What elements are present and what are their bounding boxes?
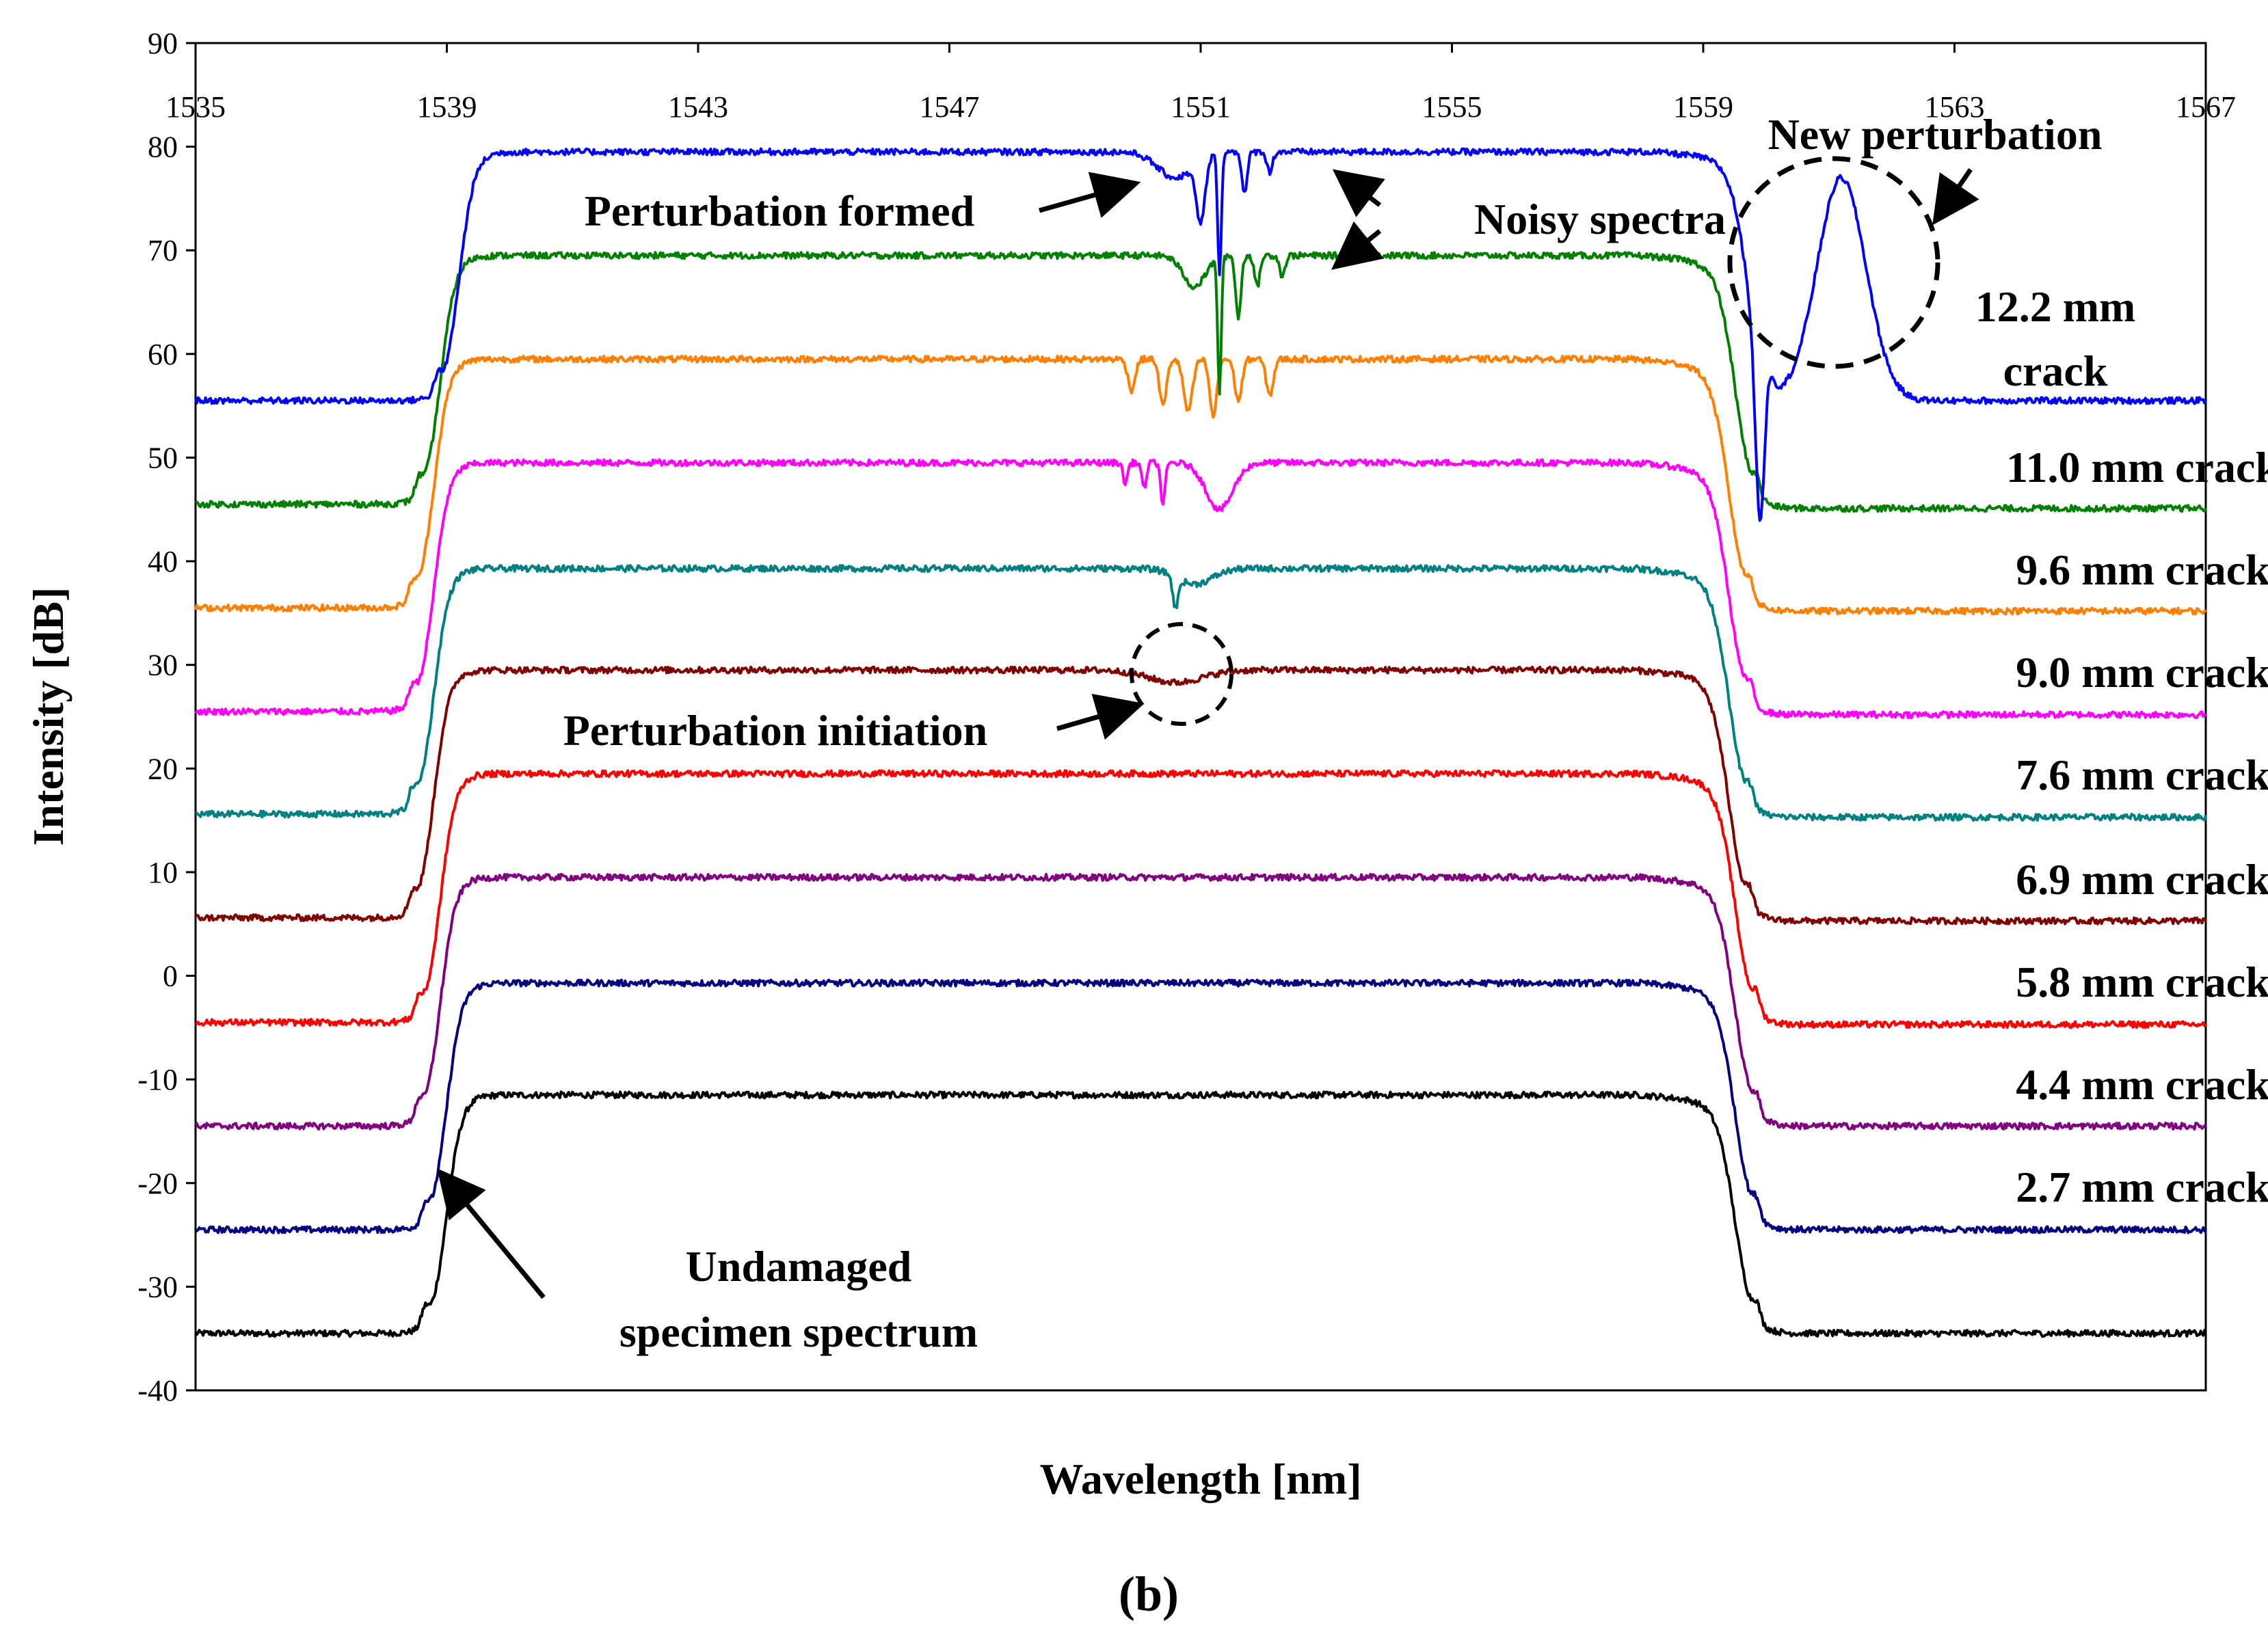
series-line (194, 354, 2207, 616)
x-tick-label: 1555 (1422, 90, 1482, 124)
undamaged-arrow (437, 1168, 546, 1299)
series-label: 5.8 mm crack (2016, 958, 2268, 1006)
series-line (194, 873, 2207, 1131)
series-line (195, 251, 2207, 513)
series-line (194, 1090, 2207, 1338)
y-tick-label: 70 (148, 234, 178, 267)
annotation-new-perturbation: New perturbation (1768, 110, 2103, 159)
series-line (194, 458, 2207, 719)
series-label: 6.9 mm crack (2016, 855, 2268, 904)
formed-arrow (1039, 172, 1141, 218)
series-line (195, 665, 2207, 926)
y-tick-label: 80 (148, 131, 178, 164)
annotations: Undamaged specimen spectrum Perturbation i… (437, 110, 2103, 1356)
annotation-perturbation-formed: Perturbation formed (585, 187, 975, 235)
series-label: 4.4 mm crack (2016, 1060, 2268, 1109)
annotation-undamaged: specimen spectrum (619, 1308, 978, 1356)
series-label: 11.0 mm crack (2006, 443, 2268, 491)
initiation-arrow (1056, 693, 1145, 740)
y-tick-label: 30 (148, 649, 178, 682)
x-tick-label: 1551 (1171, 90, 1231, 124)
x-tick-label: 1547 (920, 90, 980, 124)
new-perturbation-circle (1727, 156, 1940, 369)
noisy-arrow-top (1332, 169, 1385, 217)
series-label: 12.2 mm (1975, 282, 2136, 331)
annotation-perturbation-initiation: Perturbation initiation (563, 706, 987, 755)
series-label: 9.6 mm crack (2016, 545, 2268, 594)
y-tick-label: 20 (148, 752, 178, 785)
y-axis-title: Intensity [dB] (24, 587, 72, 846)
series-layer (194, 147, 2207, 1338)
series-label: crack (2003, 347, 2108, 395)
y-tick-label: 40 (148, 545, 178, 578)
series-line (194, 147, 2207, 522)
series-label: 2.7 mm crack (2016, 1163, 2268, 1211)
figure-caption: (b) (1119, 1567, 1179, 1621)
x-axis-title: Wavelength [nm] (1039, 1455, 1361, 1503)
x-tick-label: 1535 (165, 90, 226, 124)
series-labels: 2.7 mm crack 4.4 mm crack 5.8 mm crack 6.9 … (1975, 282, 2268, 1211)
x-tick-label: 1539 (417, 90, 477, 124)
y-tick-label: 90 (148, 27, 178, 60)
y-tick-label: -40 (137, 1374, 178, 1407)
y-tick-label: 60 (148, 338, 178, 371)
series-label: 9.0 mm crack (2016, 648, 2268, 697)
x-tick-label: 1563 (1925, 90, 1985, 124)
series-line (195, 564, 2207, 822)
y-tick-label: -10 (137, 1063, 178, 1096)
y-tick-label: 0 (163, 960, 178, 993)
series-line (194, 978, 2207, 1234)
x-tick-label: 1559 (1673, 90, 1733, 124)
y-tick-label: -30 (137, 1270, 178, 1304)
y-tick-label: 10 (148, 856, 178, 889)
y-axis-ticks: -40 -30 -20 -10 0 10 20 30 40 50 60 70 80 90 (137, 27, 196, 1407)
noisy-arrow-bottom (1331, 221, 1384, 270)
series-line (194, 769, 2207, 1029)
y-tick-label: -20 (137, 1167, 178, 1200)
initiation-circle (1130, 622, 1233, 726)
annotation-undamaged: Undamaged (686, 1242, 912, 1291)
x-tick-label: 1567 (2176, 90, 2236, 124)
annotation-noisy-spectra: Noisy spectra (1474, 195, 1726, 243)
x-tick-label: 1543 (668, 90, 728, 124)
y-tick-label: 50 (148, 441, 178, 474)
new-perturbation-arrow (1932, 168, 1979, 226)
series-label: 7.6 mm crack (2016, 751, 2268, 799)
x-axis-ticks: 1535 1539 1543 1547 1551 1555 1559 1563 1567 (165, 43, 2236, 124)
